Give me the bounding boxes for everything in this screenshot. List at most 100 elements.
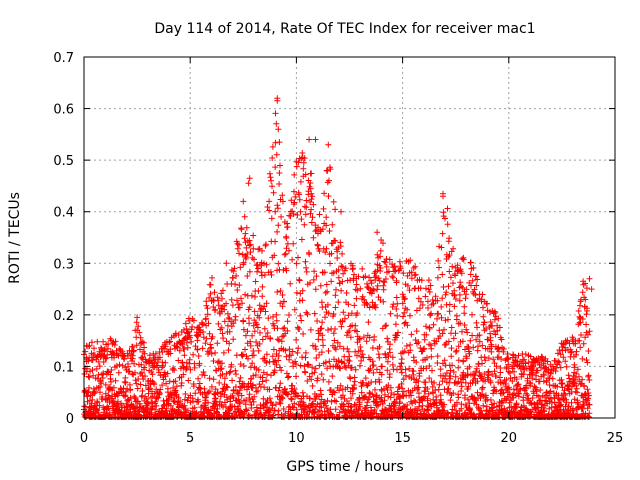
data-point: [335, 299, 342, 306]
data-point: [445, 410, 452, 417]
data-point: [131, 360, 138, 367]
data-point: [118, 400, 125, 407]
data-point: [316, 248, 323, 254]
data-point: [354, 287, 361, 294]
data-point: [373, 366, 380, 373]
data-point: [266, 207, 273, 214]
data-point: [311, 268, 318, 275]
data-point: [326, 177, 332, 184]
data-point: [447, 373, 454, 380]
data-point: [342, 265, 349, 272]
data-point: [296, 326, 303, 332]
data-point: [226, 369, 233, 376]
data-point: [340, 270, 347, 277]
data-point: [130, 347, 137, 354]
data-point: [485, 355, 492, 362]
data-point: [332, 292, 339, 299]
data-point: [260, 405, 267, 411]
data-point: [579, 316, 586, 322]
data-point: [270, 369, 277, 376]
data-point: [358, 357, 365, 364]
data-point: [230, 320, 237, 327]
data-point: [252, 293, 258, 300]
data-point: [439, 271, 446, 278]
data-point: [481, 354, 488, 361]
data-point: [239, 300, 245, 307]
data-point: [175, 357, 182, 364]
data-point: [458, 401, 465, 408]
data-point: [260, 395, 267, 402]
data-point: [176, 347, 183, 354]
data-point: [403, 343, 410, 349]
data-point: [142, 373, 148, 380]
data-point: [240, 351, 246, 358]
data-point: [116, 361, 123, 368]
data-point: [263, 359, 270, 366]
data-point: [425, 286, 432, 293]
data-point: [489, 407, 496, 414]
data-point: [240, 259, 247, 266]
data-point: [480, 304, 486, 311]
data-point: [402, 366, 409, 373]
data-point: [226, 340, 233, 347]
data-point: [157, 386, 164, 393]
data-point: [112, 338, 119, 345]
data-point: [441, 326, 447, 333]
data-point: [294, 349, 301, 356]
data-point: [271, 358, 278, 365]
data-point: [461, 322, 468, 328]
data-point: [546, 382, 553, 388]
data-point: [272, 110, 279, 117]
data-point: [339, 318, 346, 325]
data-point: [284, 374, 291, 381]
data-point: [426, 325, 433, 332]
data-point: [314, 242, 321, 249]
data-point: [482, 392, 489, 399]
data-point: [134, 314, 141, 321]
data-point: [280, 406, 287, 412]
data-point: [457, 320, 464, 327]
data-point: [242, 332, 249, 339]
data-point: [561, 387, 568, 394]
data-point: [234, 297, 240, 304]
data-point: [353, 295, 360, 302]
data-point: [379, 363, 386, 370]
data-point: [552, 368, 559, 375]
data-point: [281, 251, 288, 258]
data-point: [253, 321, 260, 328]
data-point: [417, 298, 424, 305]
data-point: [256, 314, 263, 321]
data-point: [246, 175, 253, 182]
data-point: [441, 401, 448, 408]
data-point: [173, 343, 180, 350]
data-point: [299, 297, 306, 304]
data-point: [82, 348, 89, 355]
data-point: [460, 369, 467, 376]
data-point: [541, 372, 548, 379]
data-point: [424, 354, 430, 361]
data-point: [570, 405, 576, 412]
data-point: [466, 350, 473, 357]
data-point: [332, 304, 339, 311]
data-point: [376, 343, 383, 350]
data-point: [262, 333, 269, 340]
data-point: [469, 332, 476, 339]
data-point: [91, 345, 97, 352]
data-point: [284, 318, 291, 325]
data-point: [412, 398, 419, 405]
data-point: [250, 348, 257, 354]
data-point: [252, 278, 259, 285]
data-point: [435, 386, 442, 393]
data-point: [345, 312, 352, 319]
data-point: [111, 342, 118, 348]
data-point: [426, 375, 433, 382]
data-point: [382, 323, 389, 330]
data-point: [434, 315, 440, 322]
data-point: [520, 371, 527, 378]
data-point: [219, 330, 226, 337]
data-point: [557, 364, 564, 371]
data-point: [266, 198, 273, 205]
data-point: [195, 398, 202, 405]
data-point: [141, 350, 148, 357]
data-point: [498, 356, 505, 362]
